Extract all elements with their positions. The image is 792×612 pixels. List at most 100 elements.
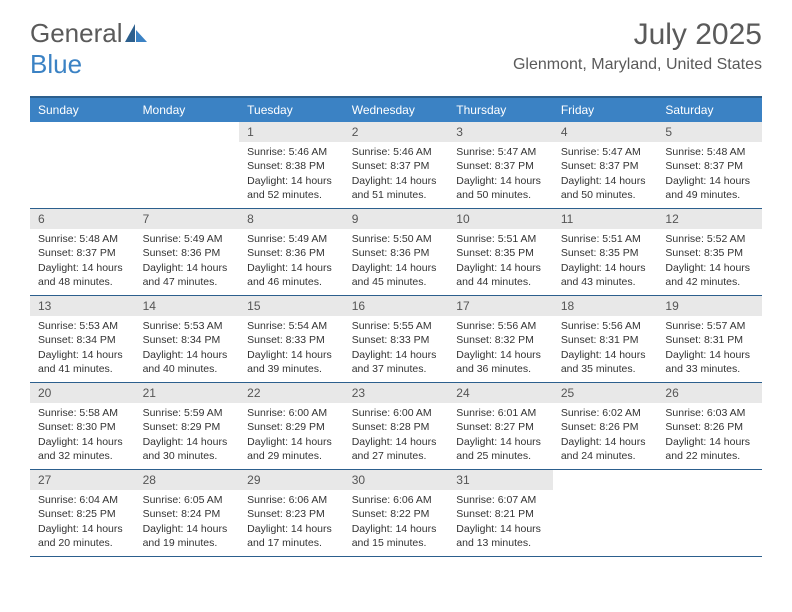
day-number: 26 [657,383,762,403]
sunrise-line: Sunrise: 5:55 AM [352,319,441,333]
day-body: Sunrise: 5:56 AMSunset: 8:32 PMDaylight:… [448,316,553,381]
day-cell: 12Sunrise: 5:52 AMSunset: 8:35 PMDayligh… [657,209,762,295]
day-cell: 13Sunrise: 5:53 AMSunset: 8:34 PMDayligh… [30,296,135,382]
month-title: July 2025 [513,18,762,52]
sunset-line: Sunset: 8:21 PM [456,507,545,521]
day-body: Sunrise: 5:46 AMSunset: 8:37 PMDaylight:… [344,142,449,207]
sunset-line: Sunset: 8:37 PM [561,159,650,173]
daylight-line: Daylight: 14 hours and 51 minutes. [352,174,441,202]
day-cell: 2Sunrise: 5:46 AMSunset: 8:37 PMDaylight… [344,122,449,208]
daylight-line: Daylight: 14 hours and 47 minutes. [143,261,232,289]
sunset-line: Sunset: 8:27 PM [456,420,545,434]
daylight-line: Daylight: 14 hours and 44 minutes. [456,261,545,289]
daylight-line: Daylight: 14 hours and 13 minutes. [456,522,545,550]
day-cell: 25Sunrise: 6:02 AMSunset: 8:26 PMDayligh… [553,383,658,469]
daylight-line: Daylight: 14 hours and 36 minutes. [456,348,545,376]
daylight-line: Daylight: 14 hours and 27 minutes. [352,435,441,463]
day-number: 2 [344,122,449,142]
daylight-line: Daylight: 14 hours and 19 minutes. [143,522,232,550]
day-body: Sunrise: 5:51 AMSunset: 8:35 PMDaylight:… [553,229,658,294]
daylight-line: Daylight: 14 hours and 35 minutes. [561,348,650,376]
day-cell: 11Sunrise: 5:51 AMSunset: 8:35 PMDayligh… [553,209,658,295]
daylight-line: Daylight: 14 hours and 25 minutes. [456,435,545,463]
sunset-line: Sunset: 8:36 PM [247,246,336,260]
logo-text: General Blue [30,18,147,80]
day-body: Sunrise: 5:51 AMSunset: 8:35 PMDaylight:… [448,229,553,294]
sunset-line: Sunset: 8:24 PM [143,507,232,521]
daylight-line: Daylight: 14 hours and 45 minutes. [352,261,441,289]
day-header-thursday: Thursday [448,98,553,122]
day-header-sunday: Sunday [30,98,135,122]
day-body: Sunrise: 6:03 AMSunset: 8:26 PMDaylight:… [657,403,762,468]
week-row: 27Sunrise: 6:04 AMSunset: 8:25 PMDayligh… [30,470,762,557]
location-text: Glenmont, Maryland, United States [513,56,762,74]
day-body: Sunrise: 6:04 AMSunset: 8:25 PMDaylight:… [30,490,135,555]
calendar: SundayMondayTuesdayWednesdayThursdayFrid… [30,96,762,557]
day-cell: 22Sunrise: 6:00 AMSunset: 8:29 PMDayligh… [239,383,344,469]
day-cell: 21Sunrise: 5:59 AMSunset: 8:29 PMDayligh… [135,383,240,469]
day-cell: 23Sunrise: 6:00 AMSunset: 8:28 PMDayligh… [344,383,449,469]
day-cell: 24Sunrise: 6:01 AMSunset: 8:27 PMDayligh… [448,383,553,469]
sunset-line: Sunset: 8:23 PM [247,507,336,521]
day-cell: 1Sunrise: 5:46 AMSunset: 8:38 PMDaylight… [239,122,344,208]
sunrise-line: Sunrise: 6:06 AM [352,493,441,507]
day-number: 7 [135,209,240,229]
daylight-line: Daylight: 14 hours and 17 minutes. [247,522,336,550]
day-body: Sunrise: 5:57 AMSunset: 8:31 PMDaylight:… [657,316,762,381]
day-body: Sunrise: 6:00 AMSunset: 8:28 PMDaylight:… [344,403,449,468]
day-number: 20 [30,383,135,403]
day-number: 19 [657,296,762,316]
day-cell: 14Sunrise: 5:53 AMSunset: 8:34 PMDayligh… [135,296,240,382]
day-body: Sunrise: 5:58 AMSunset: 8:30 PMDaylight:… [30,403,135,468]
sunrise-line: Sunrise: 5:48 AM [38,232,127,246]
sunset-line: Sunset: 8:25 PM [38,507,127,521]
day-cell: 8Sunrise: 5:49 AMSunset: 8:36 PMDaylight… [239,209,344,295]
day-cell: 26Sunrise: 6:03 AMSunset: 8:26 PMDayligh… [657,383,762,469]
day-cell: 17Sunrise: 5:56 AMSunset: 8:32 PMDayligh… [448,296,553,382]
sunset-line: Sunset: 8:34 PM [143,333,232,347]
daylight-line: Daylight: 14 hours and 40 minutes. [143,348,232,376]
day-number: 17 [448,296,553,316]
sunset-line: Sunset: 8:32 PM [456,333,545,347]
daylight-line: Daylight: 14 hours and 43 minutes. [561,261,650,289]
day-number: 8 [239,209,344,229]
sunrise-line: Sunrise: 6:02 AM [561,406,650,420]
day-number: 25 [553,383,658,403]
day-body: Sunrise: 5:53 AMSunset: 8:34 PMDaylight:… [30,316,135,381]
day-body: Sunrise: 5:49 AMSunset: 8:36 PMDaylight:… [239,229,344,294]
day-cell: 31Sunrise: 6:07 AMSunset: 8:21 PMDayligh… [448,470,553,556]
sunrise-line: Sunrise: 5:52 AM [665,232,754,246]
sunset-line: Sunset: 8:30 PM [38,420,127,434]
day-number: 1 [239,122,344,142]
day-number: 15 [239,296,344,316]
day-cell: 10Sunrise: 5:51 AMSunset: 8:35 PMDayligh… [448,209,553,295]
sunset-line: Sunset: 8:37 PM [38,246,127,260]
day-number: 6 [30,209,135,229]
sunset-line: Sunset: 8:37 PM [456,159,545,173]
day-number: 5 [657,122,762,142]
title-block: July 2025 Glenmont, Maryland, United Sta… [513,18,762,74]
sunset-line: Sunset: 8:37 PM [665,159,754,173]
sunrise-line: Sunrise: 6:03 AM [665,406,754,420]
daylight-line: Daylight: 14 hours and 42 minutes. [665,261,754,289]
day-header-friday: Friday [553,98,658,122]
day-number: 28 [135,470,240,490]
sunrise-line: Sunrise: 5:47 AM [456,145,545,159]
daylight-line: Daylight: 14 hours and 52 minutes. [247,174,336,202]
sunrise-line: Sunrise: 6:00 AM [352,406,441,420]
day-header-monday: Monday [135,98,240,122]
daylight-line: Daylight: 14 hours and 24 minutes. [561,435,650,463]
day-number: 3 [448,122,553,142]
empty-cell [553,470,658,556]
day-number: 9 [344,209,449,229]
daylight-line: Daylight: 14 hours and 37 minutes. [352,348,441,376]
weeks-container: 1Sunrise: 5:46 AMSunset: 8:38 PMDaylight… [30,122,762,557]
day-cell: 20Sunrise: 5:58 AMSunset: 8:30 PMDayligh… [30,383,135,469]
daylight-line: Daylight: 14 hours and 15 minutes. [352,522,441,550]
sunset-line: Sunset: 8:33 PM [247,333,336,347]
day-body: Sunrise: 5:53 AMSunset: 8:34 PMDaylight:… [135,316,240,381]
sunset-line: Sunset: 8:35 PM [665,246,754,260]
day-body: Sunrise: 5:48 AMSunset: 8:37 PMDaylight:… [30,229,135,294]
sunrise-line: Sunrise: 6:01 AM [456,406,545,420]
day-body: Sunrise: 5:54 AMSunset: 8:33 PMDaylight:… [239,316,344,381]
